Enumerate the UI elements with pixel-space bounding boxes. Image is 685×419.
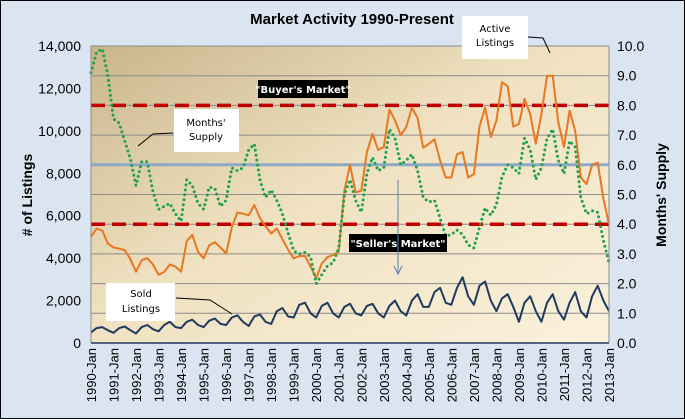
y-right-tick-label: 6.0 <box>617 157 637 173</box>
x-tick-label: 2001-Jan <box>332 348 347 402</box>
x-tick-label: 2009-Jan <box>512 348 527 402</box>
series-line-active-listings <box>90 74 610 280</box>
x-tick-label: 2002-Jan <box>354 348 369 402</box>
x-tick-label: 1991-Jan <box>107 348 122 402</box>
months-supply-callout: Months' Supply <box>137 109 239 152</box>
y-left-tick-label: 10,000 <box>38 123 81 139</box>
y-right-tick-label: 3.0 <box>617 246 637 262</box>
y-left-tick-label: 2,000 <box>46 293 81 309</box>
svg-text:Listings: Listings <box>122 304 160 315</box>
y-right-tick-label: 1.0 <box>617 305 637 321</box>
x-tick-label: 1993-Jan <box>152 348 167 402</box>
y-right-tick-label: 2.0 <box>617 276 637 292</box>
x-tick-label: 2004-Jan <box>399 348 414 402</box>
buyers-market-label: "Buyer's Market" <box>255 85 350 96</box>
x-tick-label: 1995-Jan <box>197 348 212 402</box>
x-tick-label: 1998-Jan <box>264 348 279 402</box>
y-left-tick-label: 8,000 <box>46 165 81 181</box>
svg-text:Listings: Listings <box>476 38 514 49</box>
x-tick-label: 1996-Jan <box>219 348 234 402</box>
x-tick-label: 2007-Jan <box>467 348 482 402</box>
series-line-sold-listings <box>90 276 610 335</box>
sellers-market-arrow <box>393 180 403 276</box>
y-axis-left-label: # of Listings <box>19 154 35 237</box>
y-left-tick-label: 6,000 <box>46 208 81 224</box>
y-left-tick-label: 14,000 <box>38 38 81 54</box>
x-tick-label: 1990-Jan <box>84 348 99 402</box>
y-right-tick-label: 10.0 <box>617 38 644 54</box>
x-tick-label: 1997-Jan <box>242 348 257 402</box>
x-tick-label: 2012-Jan <box>579 348 594 402</box>
y-left-tick-label: 12,000 <box>38 80 81 96</box>
x-tick-label: 2011-Jan <box>557 348 572 401</box>
y-left-tick-label: 4,000 <box>46 250 81 266</box>
y-right-tick-label: 0.0 <box>617 335 637 351</box>
sold-listings-callout: Sold Listings <box>106 283 233 321</box>
y-right-tick-label: 9.0 <box>617 68 637 84</box>
x-tick-label: 2005-Jan <box>422 348 437 402</box>
y-left-tick-label: 0 <box>73 335 81 351</box>
chart-title: Market Activity 1990-Present <box>250 11 454 28</box>
y-right-tick-label: 5.0 <box>617 187 637 203</box>
x-tick-label: 2006-Jan <box>444 348 459 402</box>
svg-text:Active: Active <box>480 24 511 35</box>
x-tick-label: 2010-Jan <box>534 348 549 402</box>
x-tick-label: 2003-Jan <box>377 348 392 402</box>
svg-text:Months': Months' <box>186 118 225 129</box>
x-tick-label: 2013-Jan <box>602 348 617 402</box>
y-right-tick-label: 8.0 <box>617 97 637 113</box>
x-tick-label: 1999-Jan <box>287 348 302 402</box>
active-listings-callout: Active Listings <box>462 16 551 59</box>
y-right-tick-label: 4.0 <box>617 216 637 232</box>
y-axis-right-label: Months' Supply <box>653 143 669 247</box>
buyers-market-label-box <box>258 80 348 98</box>
x-tick-label: 1994-Jan <box>174 348 189 402</box>
svg-text:Supply: Supply <box>189 132 223 143</box>
y-right-tick-label: 7.0 <box>617 127 637 143</box>
svg-text:Sold: Sold <box>130 289 152 300</box>
x-tick-label: 2008-Jan <box>489 348 504 402</box>
x-tick-label: 2000-Jan <box>309 348 324 402</box>
x-tick-label: 1992-Jan <box>129 348 144 402</box>
